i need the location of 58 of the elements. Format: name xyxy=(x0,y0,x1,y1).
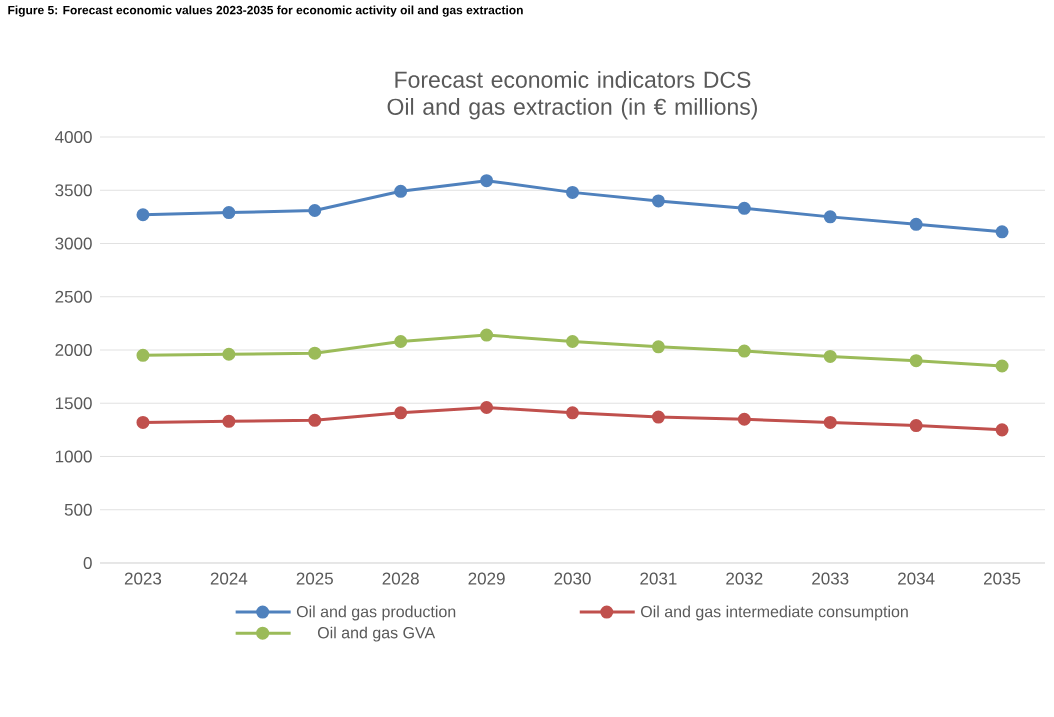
point xyxy=(737,344,751,358)
point xyxy=(480,174,494,188)
point xyxy=(823,210,837,224)
point xyxy=(566,185,580,199)
y-tick-label: 4000 xyxy=(55,130,92,144)
caption: Figure 5: Forecast economic values 2023-2035 for economic activity oil and gas extraction xyxy=(8,5,523,17)
point xyxy=(651,340,665,354)
legend-label: Oil and gas intermediate consumption xyxy=(641,605,908,621)
x-tick-label: 2023 xyxy=(124,572,162,585)
x-tick-label: 2030 xyxy=(554,572,591,585)
y-tick-label: 1500 xyxy=(55,397,92,410)
x-tick-label: 2034 xyxy=(898,572,935,585)
point xyxy=(909,419,923,433)
point xyxy=(651,194,665,208)
point xyxy=(995,423,1009,437)
point xyxy=(394,406,408,420)
point xyxy=(566,406,580,420)
point xyxy=(909,217,923,231)
point xyxy=(909,354,923,368)
y-tick-label: 2000 xyxy=(55,343,92,357)
point xyxy=(136,208,150,222)
point xyxy=(136,348,150,362)
x-tick-label: 2029 xyxy=(468,572,505,585)
y-tick-label: 500 xyxy=(64,503,92,516)
x-tick-label: 2035 xyxy=(984,572,1021,585)
legend-label: Oil and gas production xyxy=(296,605,456,621)
x-tick-label: 2033 xyxy=(812,572,849,585)
point xyxy=(823,349,837,363)
y-tick-label: 3000 xyxy=(55,237,92,250)
point xyxy=(222,206,236,220)
x-tick-label: 2025 xyxy=(296,572,333,585)
point xyxy=(651,410,665,424)
point xyxy=(566,334,580,348)
point xyxy=(222,414,236,428)
y-tick-label: 3500 xyxy=(55,184,92,197)
y-tick-label: 0 xyxy=(83,556,92,570)
point xyxy=(995,225,1009,239)
chart-title: Forecast economic indicators DCS Oil and gas extraction (in € millions) xyxy=(387,71,757,120)
point xyxy=(480,328,494,342)
point xyxy=(308,346,322,360)
point xyxy=(308,203,322,217)
point xyxy=(995,359,1009,373)
point xyxy=(823,415,837,429)
y-tick-label: 2500 xyxy=(55,290,92,303)
y-tick-label: 1000 xyxy=(55,450,92,463)
point xyxy=(136,415,150,429)
point xyxy=(222,347,236,361)
x-tick-label: 2028 xyxy=(382,572,419,585)
legend-label: Oil and gas GVA xyxy=(317,626,436,642)
x-tick-label: 2032 xyxy=(726,572,763,585)
point xyxy=(394,334,408,348)
point xyxy=(394,184,408,198)
x-tick-label: 2031 xyxy=(640,572,677,585)
x-tick-label: 2024 xyxy=(210,572,248,585)
point xyxy=(308,413,322,427)
point xyxy=(737,412,751,426)
point xyxy=(737,201,751,215)
point xyxy=(480,401,494,415)
